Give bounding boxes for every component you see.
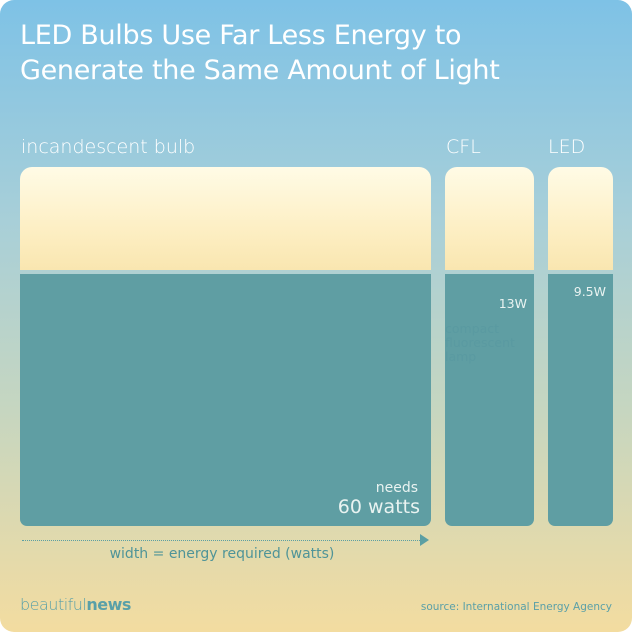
title-line-2: Generate the Same Amount of Light — [20, 55, 500, 86]
axis-arrow-line — [22, 540, 422, 541]
brand-logo: beautifulnews — [20, 595, 131, 614]
label-led: LED — [548, 136, 586, 158]
incandescent-needs-label: needs — [375, 480, 418, 496]
brand-logo-part-1: beautiful — [20, 595, 87, 614]
incandescent-energy-bar — [20, 274, 431, 526]
x-axis-label: width = energy required (watts) — [109, 546, 335, 562]
cfl-value-label: 13W — [498, 296, 527, 311]
led-light-block — [548, 167, 613, 270]
brand-logo-part-2: news — [86, 595, 131, 614]
incandescent-light-block — [20, 167, 431, 270]
label-incandescent: incandescent bulb — [21, 136, 196, 158]
cfl-light-block — [445, 167, 534, 270]
cfl-energy-bar — [445, 274, 534, 526]
led-energy-bar — [548, 274, 613, 526]
axis-arrowhead — [420, 534, 429, 546]
cfl-footnote: compact fluorescent lamp — [445, 321, 515, 364]
incandescent-value-label: 60 watts — [337, 496, 420, 518]
title-line-1: LED Bulbs Use Far Less Energy to — [20, 20, 462, 51]
led-value-label: 9.5W — [573, 284, 606, 299]
source-note: source: International Energy Agency — [420, 601, 612, 613]
label-cfl: CFL — [446, 136, 481, 158]
chart-title: LED Bulbs Use Far Less Energy to Generat… — [20, 18, 610, 88]
